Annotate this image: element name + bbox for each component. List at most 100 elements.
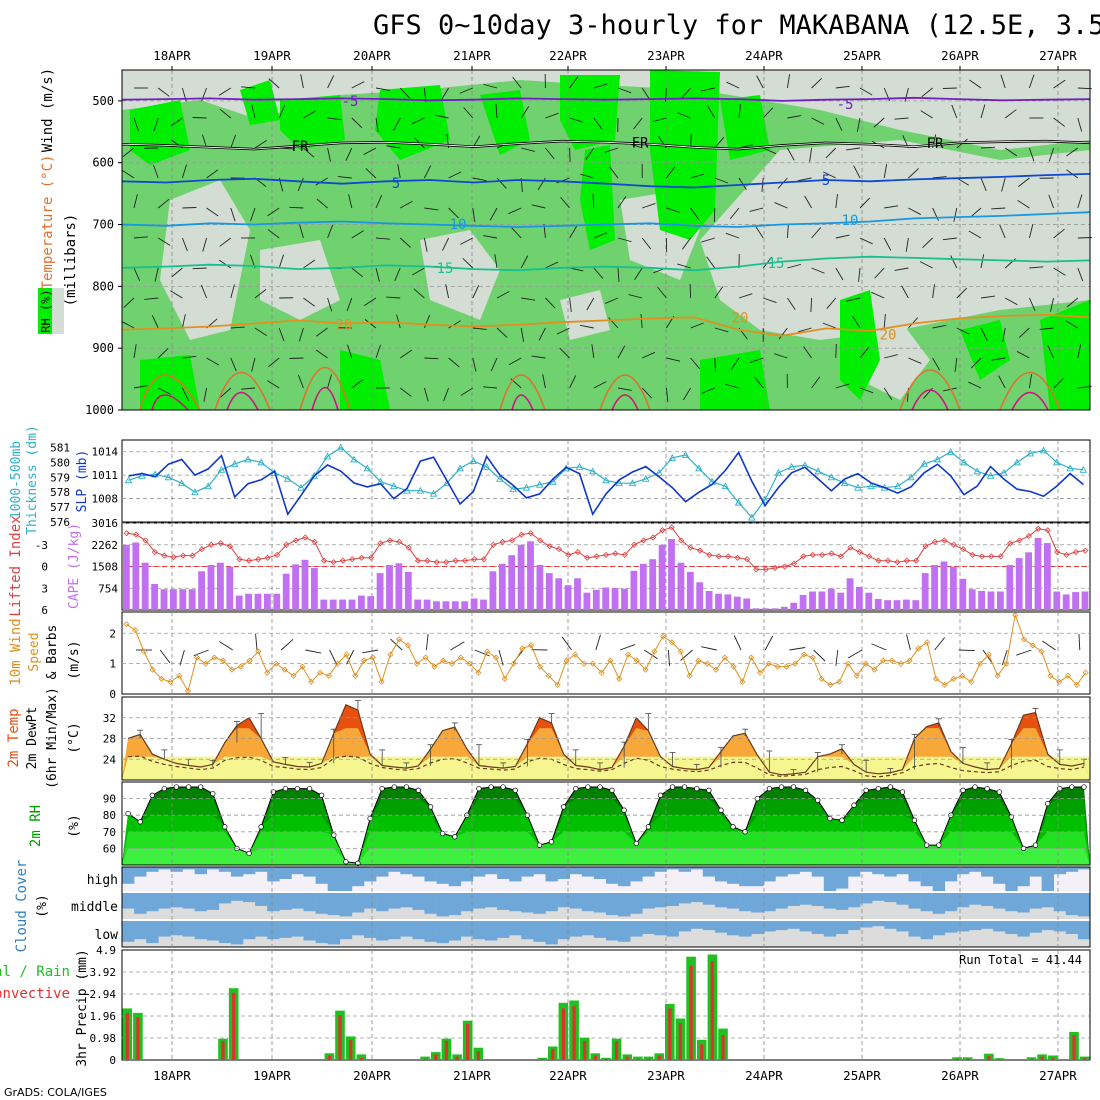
lifted-index-point [377,540,384,547]
wind-barb [787,147,795,161]
wind-barb [434,114,449,119]
wind-barb [714,136,725,149]
wind-speed-point [378,678,385,685]
cloud-cover-cell [811,921,825,934]
wind-barb [1028,297,1036,311]
rh2m-point [887,784,894,790]
cape-bar [423,599,431,610]
cape-bar [358,595,365,610]
rh2m-point [911,817,918,823]
precip-conv-bar [136,1017,140,1060]
cape-bar [724,594,732,610]
wind-barb [351,267,363,278]
rh2m-point [984,785,990,792]
cloud-cover-cell [1053,921,1067,932]
precip-conv-bar [998,1059,1002,1060]
wind-barb [230,284,235,299]
wind-barb [251,357,256,372]
cape-bar [686,571,694,610]
wind-barb [884,354,898,359]
wind-barb [472,357,477,372]
thickness-point [681,450,690,458]
cloud-cover-cell [303,893,316,912]
rh-contour-bright [340,350,390,410]
cloud-cover-cell [243,921,256,940]
cape-bar [179,589,187,610]
rh2m-point [899,789,906,795]
wind-barb [593,117,603,130]
cloud-cover-cell [775,893,788,909]
cloud-cover-cell [751,893,764,913]
isotherm-freezing-core [121,140,1091,150]
rh2m-point [669,784,676,790]
lifted-index-point [133,531,140,538]
thickness-tick-label: 579 [50,471,70,484]
cloud-layer-label: low [95,928,119,943]
cloud-cover-cell [981,893,994,906]
cloud-cover-cell [243,893,256,903]
wind-speed-point [1056,678,1063,685]
cape-bar [245,593,252,610]
cape-bar [217,562,224,610]
lifted-index-point [471,556,478,563]
wind-barb [701,646,717,651]
lifted-index-point [499,538,506,545]
rh-contour-bright [960,320,1010,380]
thickness-point [986,471,995,479]
wind-speed-point [1047,672,1054,679]
wind-barb [970,207,982,218]
rh2m-point [597,784,603,790]
cloud-cover-cell [1041,867,1054,891]
wind-speed-point [871,666,878,673]
cloud-cover-cell [146,893,159,912]
precip-conv-bar [1083,1058,1087,1060]
lifted-index-point [772,564,779,572]
wind-barb [1077,385,1092,389]
wind-speed-point [123,621,130,628]
thickness-slp-panel: 1008 1011 1014 576 577 578 579 580 581 1000-500mb… [9,425,1091,535]
wind-barb [230,134,237,149]
wind-barb [268,357,280,368]
wind-barb [483,83,498,89]
cape-axis-label: CAPE (J/kg) [67,523,82,609]
cloud-cover-cell [388,893,401,909]
wind-barb [472,177,487,182]
cape-bar [940,561,948,610]
wind-barb [364,319,377,329]
rh2m-point [960,787,966,793]
wind-barb [327,297,333,312]
cloud-cover-cell [206,867,220,870]
lifted-index-point [950,541,957,548]
precip-conv-bar [125,1012,129,1060]
wind-barb [991,357,1006,361]
rh-contour-bright [375,85,450,160]
cloud-cover-cell [364,921,377,938]
cloud-cover-cell [315,921,328,944]
pressure-tick-label: 900 [92,341,114,355]
cape-tick-label: 3016 [92,517,119,530]
cape-bar [997,591,1004,610]
thickness-point [191,488,199,496]
wind-barb [1050,297,1055,312]
cloud-cover-cell [436,893,449,917]
precip-conv-bar [476,1051,480,1060]
precip-conv-bar [349,1039,353,1060]
wind-barb [640,314,643,329]
rh2m-point [573,785,579,792]
wind-barb [920,110,933,119]
wind10m-speed-label: Speed [27,632,42,671]
thickness-point [840,479,849,487]
cloud-cover-cell [678,867,691,872]
cloud-cover-cell [606,867,619,884]
cloud-cover-cell [642,867,655,877]
wind-barb [852,315,861,329]
cloud-cover-cell [533,893,546,914]
cloud-cover-cell [1065,921,1079,934]
wind-barb [906,634,911,651]
wind-barb [520,106,530,119]
cloud-cover-cell [351,893,365,913]
cape-bar [903,599,910,610]
wind-speed-point [897,660,904,667]
wind-barb [853,165,861,179]
lifted-index-point [255,556,262,563]
